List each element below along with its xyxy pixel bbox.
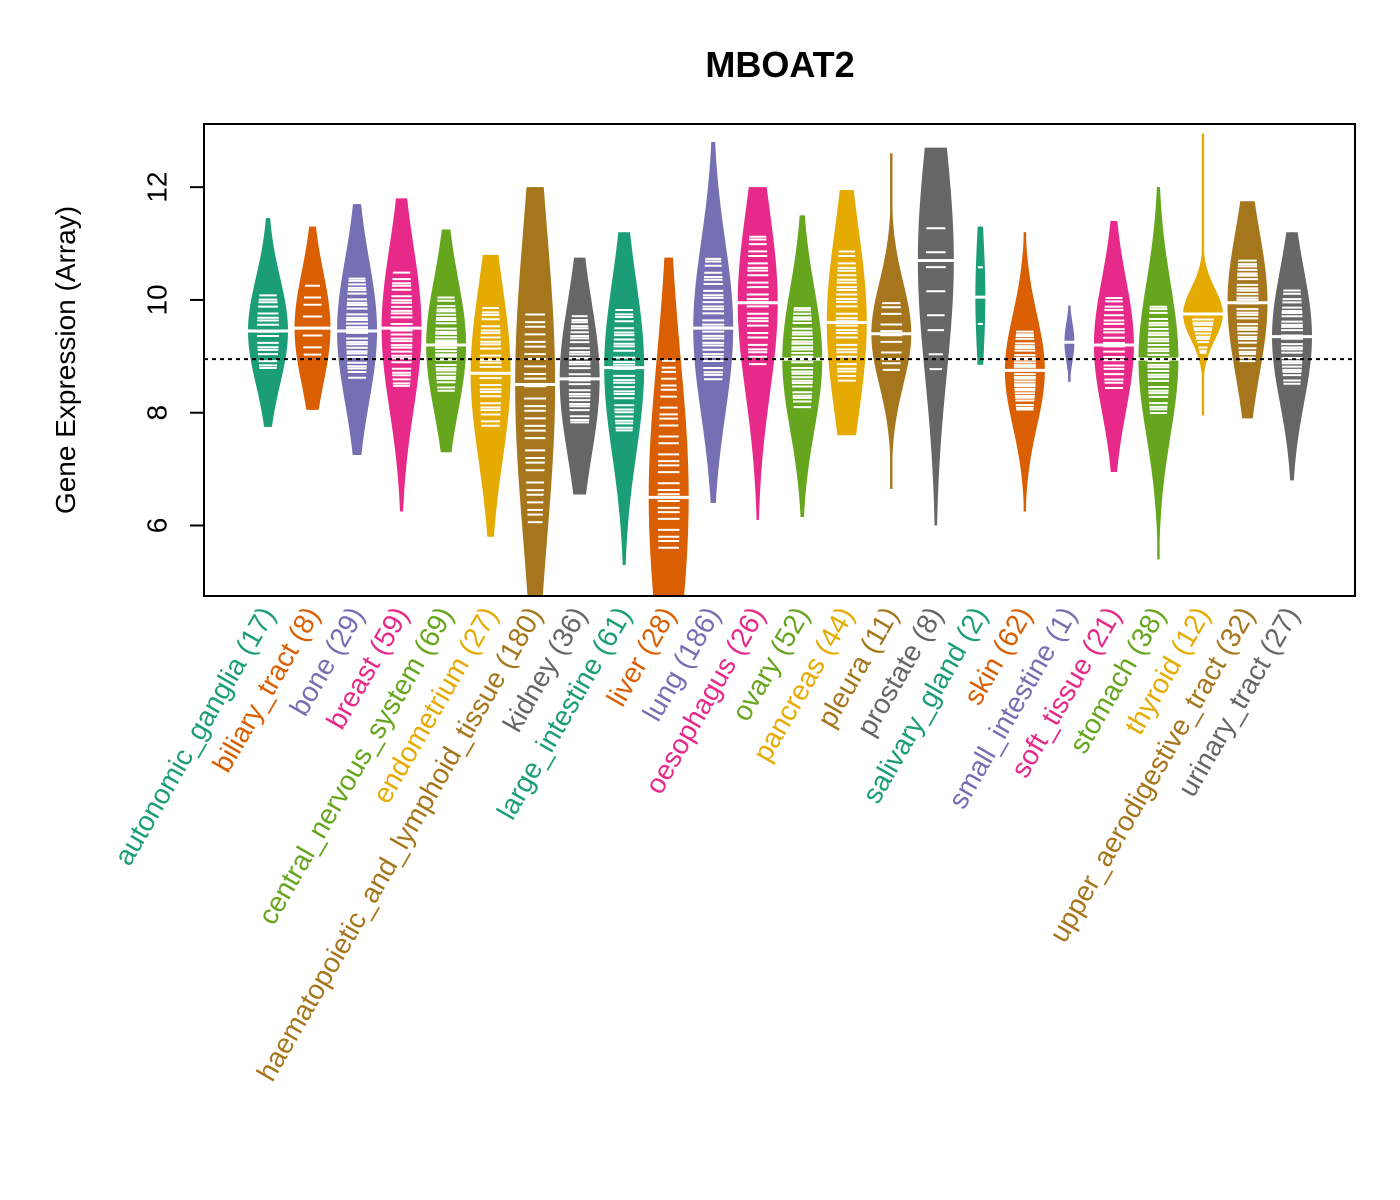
- violins-layer: [246, 133, 1314, 596]
- violin-body: [917, 147, 954, 526]
- violin-skin: [1002, 232, 1047, 512]
- x-axis-labels: autonomic_ganglia (17)biliary_tract (8)b…: [108, 602, 1305, 1087]
- violin-kidney: [557, 257, 602, 495]
- violin-body: [515, 187, 556, 596]
- y-axis-label: Gene Expression (Array): [50, 206, 81, 514]
- violin-prostate: [915, 147, 956, 526]
- violin-body: [693, 142, 734, 503]
- violin-stomach: [1136, 187, 1181, 560]
- violin-central-nervous-system: [424, 229, 469, 453]
- violin-body: [294, 226, 331, 410]
- violin-soft-tissue: [1091, 220, 1136, 472]
- violin-body: [782, 215, 823, 518]
- violin-urinary-tract: [1270, 232, 1314, 481]
- violin-salivary-gland: [973, 226, 988, 365]
- violin-breast: [379, 198, 424, 512]
- violin-body: [248, 218, 288, 427]
- y-tick-label: 10: [141, 284, 172, 315]
- violin-ovary: [780, 215, 825, 518]
- violin-pancreas: [824, 189, 869, 436]
- violin-thyroid: [1180, 133, 1225, 416]
- violin-body: [871, 153, 912, 489]
- violin-upper-aerodigestive-tract: [1225, 201, 1270, 419]
- y-axis: 6 8 10 12: [141, 172, 204, 534]
- plot-frame: [203, 123, 1356, 597]
- violin-endometrium: [468, 254, 513, 537]
- violin-haematopoietic-and-lymphoid-tissue: [513, 187, 558, 596]
- violin-body: [826, 189, 867, 436]
- y-tick-label: 12: [141, 172, 172, 203]
- violin-bone: [335, 204, 380, 456]
- violin-body: [648, 257, 689, 596]
- violin-lung: [691, 142, 736, 503]
- violin-autonomic-ganglia: [246, 218, 290, 427]
- violin-liver: [646, 257, 691, 596]
- chart-title: MBOAT2: [705, 44, 854, 85]
- violin-body: [1138, 187, 1179, 560]
- violin-pleura: [869, 153, 914, 489]
- y-tick-label: 6: [141, 518, 172, 534]
- violin-body: [1183, 133, 1223, 416]
- violin-large-intestine: [602, 232, 647, 565]
- violin-biliary-tract: [292, 226, 333, 410]
- violin-body: [1272, 232, 1312, 481]
- violin-small-intestine: [1062, 305, 1077, 382]
- violin-oesophagus: [735, 187, 780, 520]
- y-tick-label: 8: [141, 405, 172, 421]
- violin-body: [559, 257, 600, 495]
